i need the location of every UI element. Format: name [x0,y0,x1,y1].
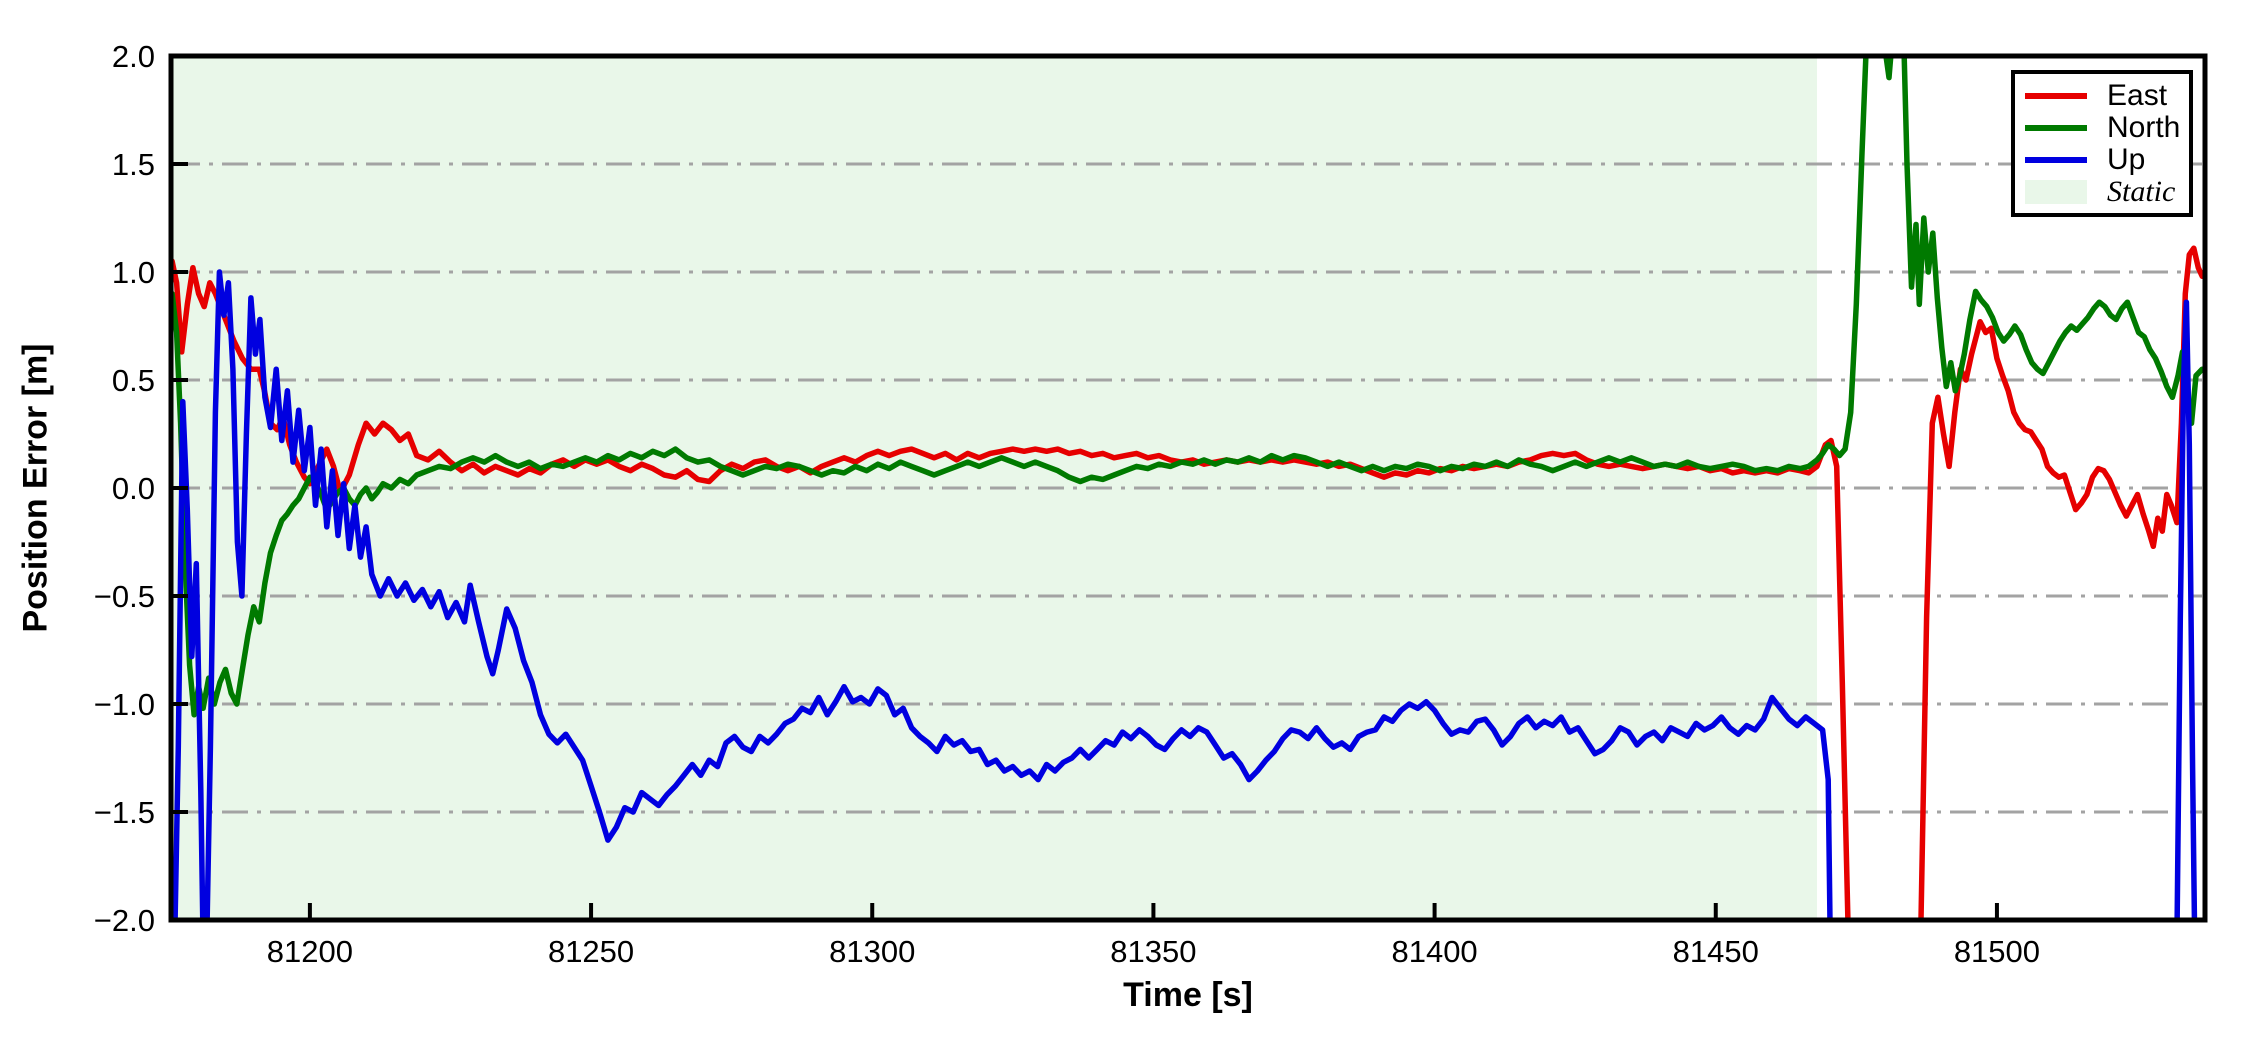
y-tick-label: 1.0 [112,255,155,290]
east-line-swatch [2025,93,2087,99]
x-tick-label: 81400 [1391,934,1477,969]
y-tick-label: 0.5 [112,363,155,398]
x-tick-label: 81300 [829,934,915,969]
legend-item-north: North [2015,112,2189,144]
x-axis-label: Time [s] [1123,976,1253,1014]
legend-item-up: Up [2015,144,2189,176]
series-north [171,56,2205,718]
y-tick-label: −0.5 [94,579,155,614]
legend-label-north: North [2107,111,2181,144]
y-tick-label: 2.0 [112,39,155,74]
x-tick-label: 81350 [1110,934,1196,969]
y-tick-label: −1.5 [94,795,155,830]
x-tick-label: 81200 [267,934,353,969]
legend-label-up: Up [2107,143,2146,176]
legend-label-east: East [2107,79,2168,112]
plot-frame [168,53,2208,923]
legend-item-static: Static [2015,176,2189,208]
y-tick-label: −1.0 [94,687,155,722]
y-tick-label: 1.5 [112,147,155,182]
y-axis-label: Position Error [m] [16,343,55,633]
north-line-swatch [2025,125,2087,131]
legend: East North Up Static [2011,70,2193,217]
legend-item-east: East [2015,80,2189,112]
x-tick-label: 81250 [548,934,634,969]
x-tick-label: 81500 [1954,934,2040,969]
static-region-swatch [2025,180,2087,204]
x-tick-label: 81450 [1673,934,1759,969]
y-tick-label: 0.0 [112,471,155,506]
y-tick-label: −2.0 [94,903,155,938]
legend-label-static: Static [2107,175,2176,208]
up-line-swatch [2025,157,2087,163]
series-up [172,269,2198,920]
